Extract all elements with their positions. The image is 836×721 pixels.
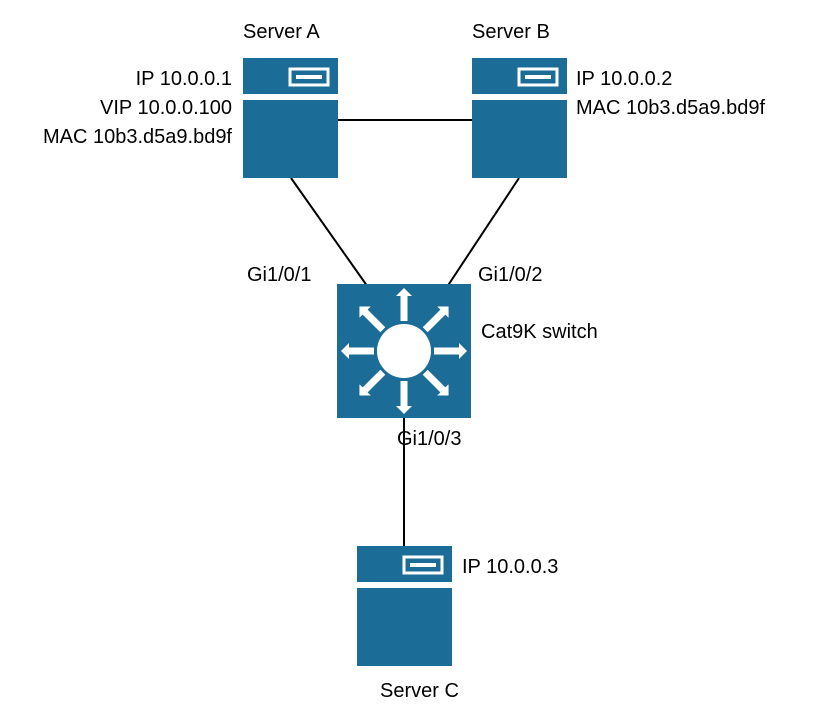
port-gi101: Gi1/0/1 xyxy=(247,264,337,287)
serverA-mac: MAC 10b3.d5a9.bd9f xyxy=(22,126,232,149)
serverB-ip: IP 10.0.0.2 xyxy=(576,68,826,91)
serverB-mac: MAC 10b3.d5a9.bd9f xyxy=(576,97,826,120)
serverC-ip: IP 10.0.0.3 xyxy=(462,556,662,579)
port-gi103: Gi1/0/3 xyxy=(397,428,487,451)
serverC-title: Server C xyxy=(380,680,500,703)
port-gi102: Gi1/0/2 xyxy=(478,264,568,287)
serverB-title: Server B xyxy=(472,21,592,44)
serverA-vip: VIP 10.0.0.100 xyxy=(22,97,232,120)
switch-icon xyxy=(337,284,471,418)
diagram-canvas: Server A IP 10.0.0.1 VIP 10.0.0.100 MAC … xyxy=(0,0,836,721)
serverA-icon xyxy=(243,58,338,178)
serverA-title: Server A xyxy=(243,21,363,44)
serverA-ip: IP 10.0.0.1 xyxy=(22,68,232,91)
switch-label: Cat9K switch xyxy=(481,321,631,344)
serverB-icon xyxy=(472,58,567,178)
serverC-icon xyxy=(357,546,452,666)
